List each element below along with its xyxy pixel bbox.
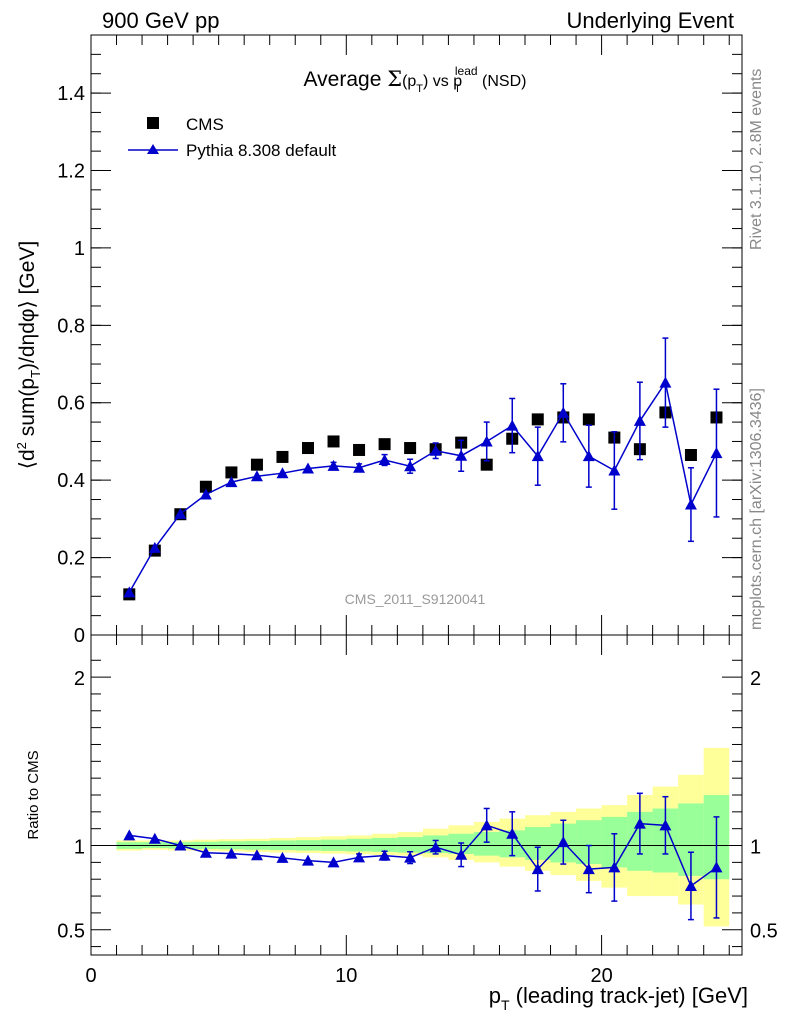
pythia-line <box>128 380 718 593</box>
ratio-y-tick-label-right: 1 <box>750 837 761 859</box>
pythia-data-point <box>710 447 723 459</box>
ratio-data-point <box>659 819 672 831</box>
ratio-y-axis-label: Ratio to CMS <box>25 750 42 839</box>
x-tick-label: 0 <box>85 965 96 987</box>
top-y-tick-label: 0 <box>74 625 85 647</box>
pythia-data-point <box>199 488 212 500</box>
header-right-label: Underlying Event <box>566 8 734 33</box>
pythia-data-point <box>250 470 263 482</box>
cms-data-point <box>327 435 340 448</box>
pythia-data-point <box>480 435 493 447</box>
pythia-data-point <box>123 586 136 598</box>
ratio-data-point <box>633 817 646 829</box>
ratio-data-point <box>148 832 161 844</box>
pythia-data-point <box>225 476 238 488</box>
cms-data-point <box>199 480 212 493</box>
ratio-data-point <box>199 846 212 858</box>
x-axis-label: pT (leading track-jet) [GeV] <box>489 983 748 1013</box>
ratio-data-point <box>174 839 187 851</box>
pythia-data-point <box>455 449 468 461</box>
pythia-data-point <box>506 419 519 431</box>
x-tick-label: 10 <box>335 965 357 987</box>
top-y-tick-label: 1.2 <box>57 160 85 182</box>
ratio-band-inner <box>397 837 423 853</box>
top-y-tick-label: 0.4 <box>57 470 85 492</box>
ratio-data-point <box>302 854 314 866</box>
legend: CMS Pythia 8.308 default <box>128 115 337 160</box>
ratio-data-point <box>250 849 263 861</box>
legend-cms-label: CMS <box>186 115 224 134</box>
cms-data-point <box>225 466 238 479</box>
cms-data-point <box>250 458 263 471</box>
pythia-data-point <box>148 541 161 553</box>
ratio-y-tick-label: 2 <box>74 668 85 690</box>
ratio-data-point <box>225 847 238 859</box>
pythia-data-point <box>327 459 340 471</box>
ratio-data-point <box>710 861 723 873</box>
ratio-panel-frame <box>90 634 743 956</box>
ratio-data-point <box>455 848 468 860</box>
ratio-data-point <box>353 851 366 863</box>
pythia-data-point <box>429 444 442 456</box>
ratio-data-point <box>404 851 417 863</box>
pythia-data-point <box>582 450 595 462</box>
pythia-data-point <box>276 467 289 479</box>
ratio-y-tick-label: 0.5 <box>57 921 85 943</box>
pythia-data-point <box>633 414 646 426</box>
cms-data-point <box>353 443 366 456</box>
pythia-data-point <box>353 461 366 473</box>
cms-data-point <box>582 413 595 426</box>
ratio-data-point <box>557 836 570 848</box>
pythia-data-point <box>608 464 621 476</box>
ratio-pythia-line <box>129 822 717 888</box>
top-y-axis-label: ⟨d2 sum(pT)/dηdφ⟩ [GeV] <box>14 241 43 469</box>
legend-pythia-marker <box>147 144 159 154</box>
ratio-data-point <box>608 861 621 873</box>
ratio-band-inner <box>473 832 500 856</box>
ratio-data-point <box>582 863 595 875</box>
ratio-data-point <box>531 863 544 875</box>
top-y-tick-label: 0.2 <box>57 548 85 570</box>
pythia-data-point <box>404 460 417 472</box>
ratio-data-point <box>123 829 136 841</box>
ratio-data-point <box>506 827 519 839</box>
pythia-data-point <box>378 454 391 466</box>
cms-data-point <box>480 458 493 471</box>
legend-pythia-label: Pythia 8.308 default <box>186 141 337 160</box>
pythia-data-point <box>557 406 570 418</box>
x-tick-label: 20 <box>590 965 612 987</box>
cms-data-point <box>531 413 544 426</box>
analysis-watermark: CMS_2011_S9120041 <box>345 591 486 607</box>
pythia-data-point <box>174 507 187 519</box>
header-left-label: 900 GeV pp <box>102 8 220 33</box>
pythia-data-point <box>684 498 697 510</box>
ratio-y-tick-label: 1 <box>74 837 85 859</box>
legend-cms-marker <box>147 117 159 129</box>
pythia-data-point <box>531 450 544 462</box>
top-y-tick-label: 0.8 <box>57 315 85 337</box>
ratio-data-point <box>480 819 493 831</box>
pythia-data-point <box>659 376 672 388</box>
ratio-band-inner <box>371 837 398 852</box>
top-y-tick-label: 1.4 <box>57 83 85 105</box>
ratio-data-point <box>429 841 442 853</box>
cms-data-point <box>378 438 391 451</box>
ratio-y-tick-label-right: 2 <box>750 668 761 690</box>
cms-data-point <box>404 442 417 455</box>
top-y-tick-label: 0.6 <box>57 393 85 415</box>
cms-data-point <box>276 450 289 463</box>
ratio-y-tick-label-right: 0.5 <box>750 921 778 943</box>
main-title: Average Σ(pT) vs pTlead (NSD) <box>304 64 527 95</box>
cms-data-point <box>302 442 314 455</box>
ratio-data-point <box>327 856 340 868</box>
ratio-data-point <box>684 879 697 891</box>
ratio-data-point <box>378 849 391 861</box>
cms-data-point <box>684 449 697 461</box>
ratio-data-point <box>276 851 289 863</box>
top-y-tick-label: 1 <box>74 238 85 260</box>
pythia-data-point <box>302 462 314 474</box>
